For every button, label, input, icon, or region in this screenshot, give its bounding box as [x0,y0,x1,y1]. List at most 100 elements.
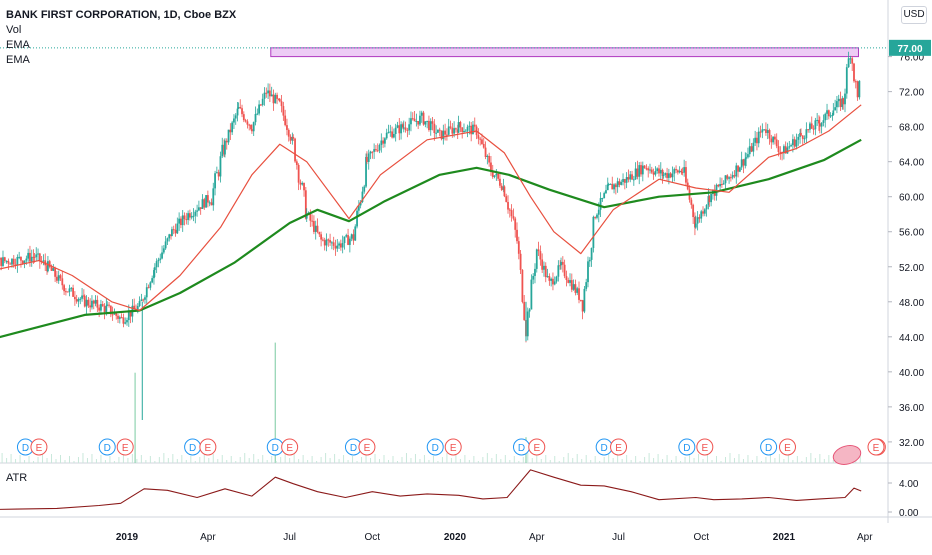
candle-body [523,302,525,320]
x-tick-label: Jul [612,532,625,543]
candle-body [296,161,298,165]
candle-body [184,215,186,219]
candle-body [256,114,258,115]
candle-body [207,195,209,202]
candle-body [721,184,723,185]
candle-body [603,193,605,198]
candle-body [848,58,850,67]
earnings-marker-label: D [350,443,357,454]
legend-ema-1[interactable]: EMA [6,38,236,53]
candle-body [620,182,622,185]
earnings-marker-label: D [601,443,608,454]
candle-body [734,175,736,176]
candle-body [408,124,410,130]
candle-body [286,125,288,130]
candle-body [370,152,372,154]
legend-vol[interactable]: Vol [6,23,236,38]
candle-body [629,174,631,179]
atr-y-tick-label: 0.00 [899,508,919,519]
candle-body [173,229,175,230]
candle-body [139,301,141,306]
candle-body [444,131,446,135]
candle-body [74,297,76,299]
candle-body [331,242,333,243]
candle-body [423,113,425,125]
candle-body [658,168,660,173]
candle-body [119,317,121,319]
earnings-marker-label: D [272,443,279,454]
candle-body [566,276,568,280]
candle-body [342,243,344,247]
candle-body [834,107,836,110]
candle-body [248,125,250,126]
candle-body [459,122,461,127]
candle-body [351,234,353,238]
candle-body [511,210,513,216]
atr-y-tick-label: 4.00 [899,479,919,490]
candle-body [534,269,536,276]
candle-body [796,140,798,147]
candle-body [382,141,384,144]
atr-pane-label[interactable]: ATR [6,472,27,484]
highlight-annotation [831,443,863,468]
candle-body [35,254,37,257]
candle-body [363,187,365,192]
candle-body [229,130,231,133]
candle-body [412,118,414,119]
candle-body [52,268,54,271]
candle-body [221,145,223,156]
candle-body [569,280,571,283]
candle-body [842,98,844,104]
candle-body [428,121,430,130]
candle-body [327,239,329,240]
candle-body [644,166,646,169]
candle-body [269,91,271,97]
candle-body [769,130,771,138]
candle-body [89,305,91,307]
candle-body [243,114,245,120]
candle-body [228,130,230,143]
candle-body [571,280,573,290]
candle-body [397,125,399,127]
candle-body [318,232,320,234]
candle-body [290,137,292,141]
candle-body [692,205,694,217]
candle-body [16,257,18,265]
candle-body [171,229,173,236]
candle-body [585,282,587,289]
candle-body [91,301,93,308]
candle-body [315,226,317,232]
candle-body [37,253,39,254]
candle-body [313,221,315,232]
candle-body [25,259,27,261]
x-tick-label: 2021 [773,532,796,543]
candle-body [340,243,342,247]
legend-ema-2[interactable]: EMA [6,53,236,68]
x-tick-label: Apr [200,532,216,543]
candle-body [600,198,602,210]
candle-body [300,183,302,185]
symbol-title[interactable]: BANK FIRST CORPORATION, 1D, Cboe BZX [6,8,236,23]
candle-body [550,279,552,281]
candle-body [683,167,685,173]
currency-button[interactable]: USD [901,6,927,24]
earnings-marker-label: D [683,443,690,454]
candle-body [790,145,792,146]
candle-body [823,120,825,123]
candle-body [379,145,381,150]
candle-body [541,259,543,269]
candle-body [79,299,81,300]
candle-body [47,261,49,271]
candle-body [672,174,674,178]
candle-body [776,140,778,147]
candle-body [514,219,516,230]
candle-body [647,168,649,170]
candle-body [56,277,58,281]
candle-body [516,230,518,241]
candle-body [9,264,11,265]
candle-body [654,171,656,175]
candle-body [651,170,653,173]
candle-body [424,121,426,124]
